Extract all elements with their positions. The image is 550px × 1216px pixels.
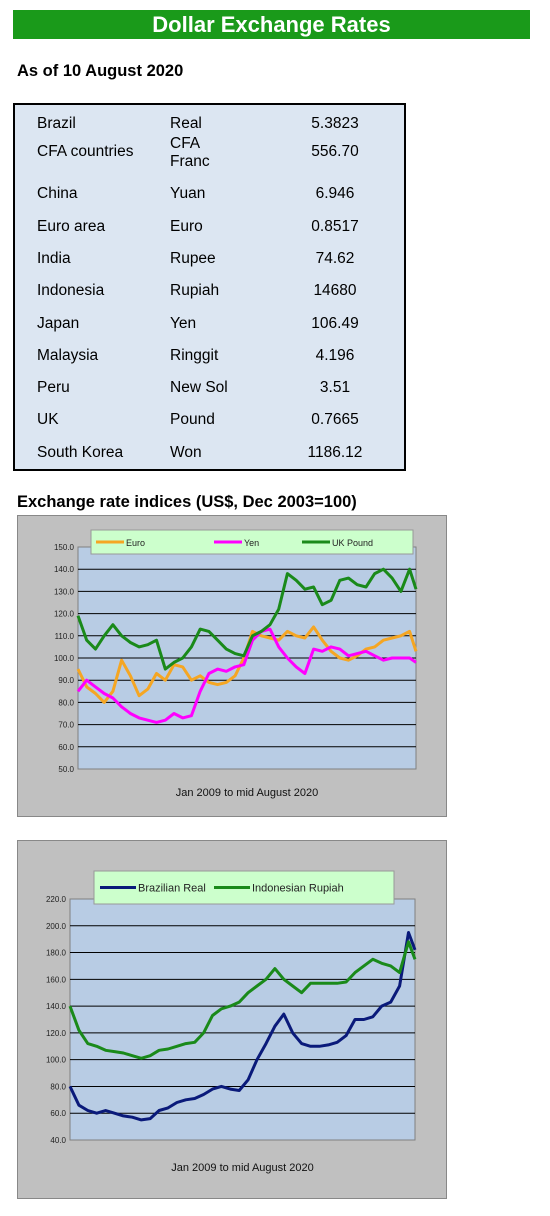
rate-value: 556.70 [311, 143, 359, 160]
legend-label: Indonesian Rupiah [252, 883, 344, 895]
y-tick-label: 90.0 [58, 676, 74, 685]
legend-label: UK Pound [332, 538, 373, 548]
rate-country: Malaysia [37, 347, 99, 364]
rate-country: Brazil [37, 115, 76, 132]
page-title: Dollar Exchange Rates [13, 10, 530, 39]
rate-country: Euro area [37, 218, 106, 235]
rate-value: 1186.12 [307, 444, 363, 461]
y-tick-label: 140.0 [46, 1002, 67, 1011]
indices-title: Exchange rate indices (US$, Dec 2003=100… [17, 493, 357, 511]
y-tick-label: 160.0 [46, 975, 67, 984]
rate-currency: Real [170, 115, 202, 132]
series-line-1 [68, 940, 417, 1060]
y-tick-label: 50.0 [58, 765, 74, 774]
y-tick-label: 140.0 [54, 565, 75, 574]
rate-country: Peru [37, 379, 70, 396]
rate-currency: CFA Franc [170, 135, 210, 170]
y-tick-label: 80.0 [58, 698, 74, 707]
rate-country: China [37, 185, 78, 202]
rate-value: 74.62 [315, 250, 355, 267]
rate-value: 4.196 [315, 347, 355, 364]
rate-currency: Ringgit [170, 347, 219, 364]
y-tick-label: 60.0 [50, 1109, 66, 1118]
rate-value: 0.7665 [311, 411, 359, 428]
y-tick-label: 40.0 [50, 1136, 66, 1145]
chart-real-rupiah: 40.0 60.0 80.0 100.0 120.0 140.0 160.0 180.0 200… [17, 840, 447, 1199]
y-tick-label: 200.0 [46, 922, 67, 931]
rates-table: Brazil Real 5.3823 CFA countries CFA Franc 55… [13, 103, 406, 471]
rate-value: 3.51 [319, 379, 351, 396]
rate-currency: Rupiah [170, 282, 220, 299]
rate-currency: New Sol [170, 379, 228, 396]
rate-country: South Korea [37, 444, 124, 461]
y-tick-label: 130.0 [54, 587, 75, 596]
y-tick-label: 70.0 [58, 721, 74, 730]
legend-box [90, 529, 414, 555]
series-line-0 [68, 931, 417, 1122]
rate-currency: Yen [170, 315, 197, 332]
rate-value: 106.49 [311, 315, 359, 332]
x-axis-label: Jan 2009 to mid August 2020 [176, 787, 319, 799]
legend-label: Euro [126, 538, 145, 548]
y-tick-label: 180.0 [46, 949, 67, 958]
y-tick-label: 120.0 [46, 1029, 67, 1038]
rate-country: CFA countries [37, 143, 134, 160]
y-tick-label: 220.0 [46, 895, 67, 904]
y-tick-label: 100.0 [46, 1056, 67, 1065]
rate-value: 6.946 [315, 185, 355, 202]
chart-indices: 50.0 60.0 70.0 80.0 90.0 100.0 110.0 120.0 130.0… [17, 515, 447, 817]
chart-indices-svg: 50.0 60.0 70.0 80.0 90.0 100.0 110.0 120.0 130.0… [54, 529, 418, 799]
legend-label: Brazilian Real [138, 883, 206, 895]
rate-currency: Yuan [170, 185, 206, 202]
series-line-1 [76, 627, 417, 724]
rate-country: UK [37, 411, 59, 428]
y-tick-label: 80.0 [50, 1082, 66, 1091]
rate-value: 5.3823 [311, 115, 359, 132]
rate-currency: Euro [170, 218, 203, 235]
legend-label: Yen [244, 538, 259, 548]
rate-currency: Rupee [170, 250, 216, 267]
y-tick-label: 120.0 [54, 610, 75, 619]
rate-country: India [37, 250, 71, 267]
x-axis-label: Jan 2009 to mid August 2020 [171, 1162, 314, 1174]
y-tick-label: 100.0 [54, 654, 75, 663]
y-tick-label: 110.0 [55, 632, 75, 641]
as-of-date: As of 10 August 2020 [17, 62, 184, 80]
rate-value: 14680 [313, 282, 357, 299]
rate-value: 0.8517 [311, 218, 359, 235]
rate-currency: Won [170, 444, 202, 461]
rate-country: Indonesia [37, 282, 105, 299]
rate-country: Japan [37, 315, 80, 332]
rate-currency: Pound [170, 411, 215, 428]
y-tick-label: 150.0 [54, 543, 75, 552]
y-tick-label: 60.0 [58, 743, 74, 752]
series-line-2 [76, 567, 418, 671]
chart-real-rupiah-svg: 40.0 60.0 80.0 100.0 120.0 140.0 160.0 180.0 200… [46, 870, 417, 1174]
